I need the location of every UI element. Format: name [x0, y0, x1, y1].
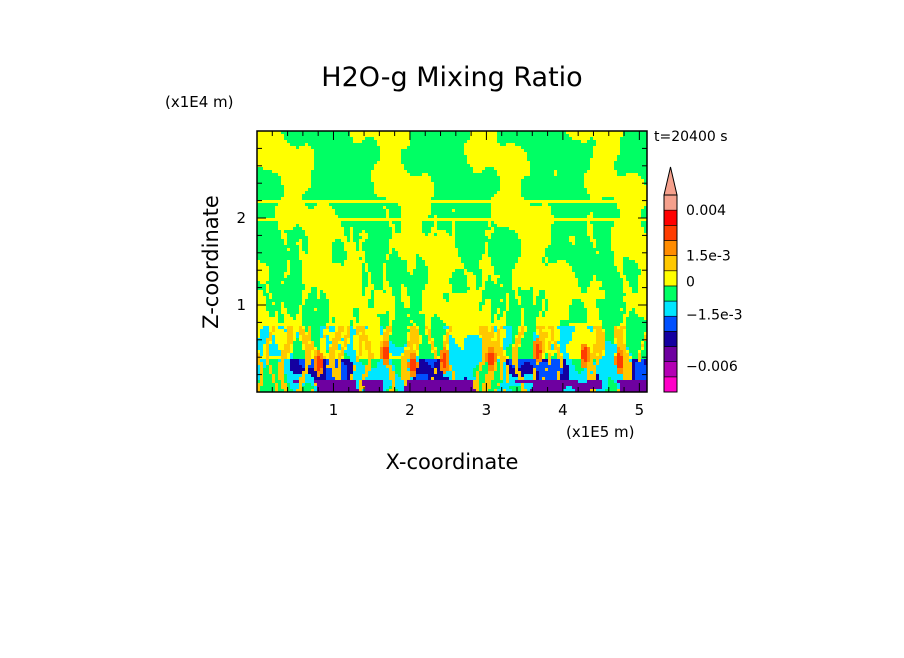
x-tick-label: 4: [558, 401, 568, 419]
colorbar-labels: 0.004 1.5e-3 0 −1.5e-3 −0.006: [686, 203, 743, 375]
y-axis-label: Z-coordinate: [199, 195, 223, 329]
colorbar-swatch: [664, 316, 677, 331]
colorbar-swatch: [664, 347, 677, 362]
x-tick-label: 5: [635, 401, 645, 419]
x-tick-label: 1: [329, 401, 339, 419]
chart-title: H2O-g Mixing Ratio: [321, 62, 582, 93]
colorbar-swatch: [664, 362, 677, 377]
colorbar-swatch: [664, 271, 677, 286]
time-label: t=20400 s: [654, 129, 728, 145]
colorbar: [664, 167, 677, 392]
colorbar-swatch: [664, 286, 677, 301]
colorbar-swatch: [664, 331, 677, 346]
x-axis-label: X-coordinate: [386, 450, 519, 474]
plot-area: [257, 131, 648, 393]
x-tick-label: 3: [482, 401, 492, 419]
y-unit-label: (x1E4 m): [165, 93, 234, 111]
y-tick-labels: 12: [236, 209, 246, 314]
x-unit-label: (x1E5 m): [566, 423, 635, 441]
colorbar-label: 1.5e-3: [686, 249, 731, 265]
colorbar-arrow: [664, 167, 677, 195]
contour-field: [257, 131, 648, 393]
colorbar-label: −0.006: [686, 359, 738, 375]
y-tick-label: 1: [236, 296, 246, 314]
colorbar-swatch: [664, 210, 677, 225]
colorbar-label: 0: [686, 274, 695, 290]
x-tick-labels: 1 2 3 4 5: [329, 401, 644, 419]
colorbar-label: −1.5e-3: [686, 308, 743, 324]
colorbar-swatch: [664, 225, 677, 240]
colorbar-swatch: [664, 195, 677, 210]
colorbar-swatch: [664, 256, 677, 271]
colorbar-swatch: [664, 377, 677, 392]
colorbar-swatch: [664, 240, 677, 255]
colorbar-label: 0.004: [686, 203, 726, 219]
y-tick-label: 2: [236, 209, 246, 227]
colorbar-swatch: [664, 301, 677, 316]
x-tick-label: 2: [405, 401, 415, 419]
